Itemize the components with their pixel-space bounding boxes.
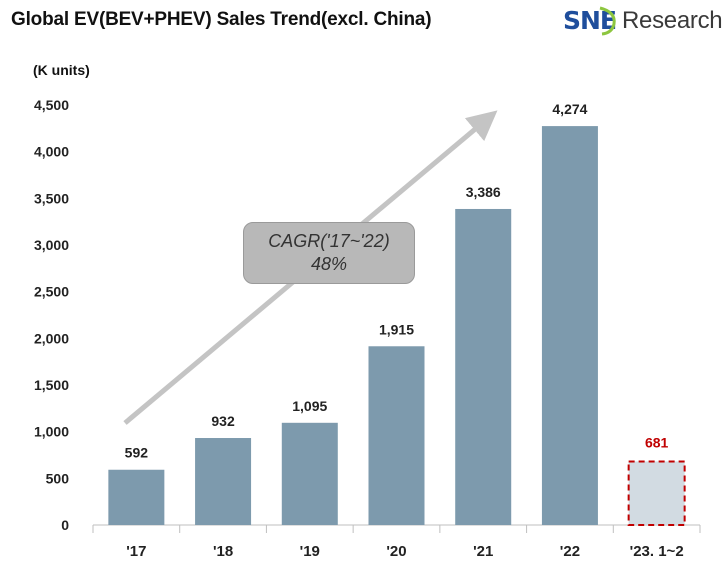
bar <box>281 422 338 525</box>
y-tick-label: 2,500 <box>34 284 69 300</box>
data-label: 681 <box>645 434 669 450</box>
data-label: 592 <box>125 445 149 461</box>
y-tick-label: 4,500 <box>34 97 69 113</box>
bar <box>541 126 598 526</box>
cagr-annotation-value: 48% <box>310 254 348 274</box>
bar <box>455 208 512 525</box>
sne-research-logo: SNE Research <box>563 6 723 36</box>
data-label: 4,274 <box>552 101 587 117</box>
cagr-annotation-title: CAGR('17~'22) <box>268 231 390 251</box>
y-tick-label: 0 <box>61 517 69 533</box>
bar <box>108 469 165 525</box>
bar-highlighted <box>627 460 686 527</box>
x-tick-label: '22 <box>560 543 580 560</box>
bars <box>108 126 686 527</box>
y-tick-label: 2,000 <box>34 330 69 346</box>
y-tick-label: 1,500 <box>34 377 69 393</box>
x-tick-label: '18 <box>213 543 233 560</box>
y-tick-label: 4,000 <box>34 144 69 160</box>
cagr-annotation: CAGR('17~'22) 48% <box>243 222 415 284</box>
y-tick-label: 3,500 <box>34 190 69 206</box>
data-label: 932 <box>211 413 235 429</box>
x-tick-label: '23. 1~2 <box>630 543 684 560</box>
bar <box>368 346 425 525</box>
data-label: 1,915 <box>379 321 414 337</box>
data-labels: 592 932 1,095 1,915 3,386 4,274 681 <box>125 101 669 461</box>
x-tick-label: '20 <box>386 543 406 560</box>
data-label: 1,095 <box>292 398 327 414</box>
chart-title: Global EV(BEV+PHEV) Sales Trend(excl. Ch… <box>11 9 432 30</box>
logo-swoosh-icon <box>599 6 616 36</box>
x-tick-label: '19 <box>300 543 320 560</box>
data-label: 3,386 <box>466 184 501 200</box>
x-axis: '17 '18 '19 '20 '21 '22 '23. 1~2 <box>92 524 701 560</box>
y-axis: 0 500 1,000 1,500 2,000 2,500 3,000 3,500 4,000 4… <box>34 97 69 533</box>
bar <box>195 438 252 525</box>
y-tick-label: 1,000 <box>34 424 69 440</box>
y-tick-label: 3,000 <box>34 237 69 253</box>
x-tick-label: '21 <box>473 543 493 560</box>
logo-suffix: Research <box>622 6 723 34</box>
y-axis-unit-label: (K units) <box>33 62 90 78</box>
y-tick-label: 500 <box>46 470 70 486</box>
x-tick-label: '17 <box>126 543 146 560</box>
